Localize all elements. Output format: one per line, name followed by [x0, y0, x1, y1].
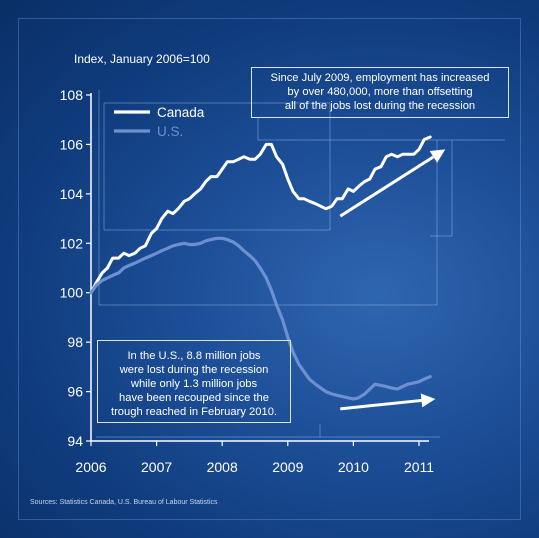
us-annotation-line-1: In the U.S., 8.8 million jobs [127, 350, 261, 362]
series-line-canada [89, 135, 432, 295]
decorative-frame-lines [96, 90, 505, 438]
series-lines [89, 135, 432, 401]
trend-arrows [339, 149, 446, 411]
y-tick-label-94: 94 [67, 433, 83, 449]
tick-labels: 94 96 98 100 102 104 106 108 2006 2007 2008 2009 201… [60, 87, 435, 475]
legend: Canada U.S. [114, 105, 205, 139]
x-tick-label-2010: 2010 [338, 459, 369, 475]
canada-annotation-line-1: Since July 2009, employment has increase… [270, 72, 490, 84]
x-tick-label-2006: 2006 [75, 459, 106, 475]
axes [86, 93, 429, 446]
series-line-us [89, 236, 432, 401]
y-tick-label-106: 106 [60, 136, 84, 152]
canada-annotation: Since July 2009, employment has increase… [251, 67, 509, 118]
us-annotation: In the U.S., 8.8 million jobs were lost … [97, 340, 291, 423]
canada-annotation-line-2: by over 480,000, more than offsetting [287, 86, 473, 98]
us-annotation-line-5: trough reached in February 2010. [110, 406, 278, 418]
us-annotation-line-4: have been recouped since the [119, 392, 269, 404]
us-annotation-line-3: while only 1.3 million jobs [130, 378, 258, 390]
y-tick-label-100: 100 [60, 285, 84, 301]
canada-annotation-line-3: all of the jobs lost during the recessio… [284, 100, 476, 112]
trend-arrow-head-1 [420, 393, 436, 408]
us-annotation-line-2: were lost during the recession [119, 364, 269, 376]
sources-note: Sources: Statistics Canada, U.S. Bureau … [30, 499, 218, 506]
trend-arrow-head-0 [429, 149, 446, 163]
chart-frame-border [18, 18, 521, 520]
legend-label-0: Canada [157, 105, 205, 120]
x-tick-label-2008: 2008 [207, 459, 238, 475]
y-tick-label-98: 98 [67, 334, 83, 350]
y-tick-label-108: 108 [60, 87, 84, 103]
legend-label-1: U.S. [157, 124, 183, 139]
y-axis-title: Index, January 2006=100 [74, 52, 210, 66]
trend-arrow-shaft-1 [340, 398, 422, 411]
x-tick-label-2009: 2009 [272, 459, 303, 475]
y-tick-label-96: 96 [67, 384, 83, 400]
x-tick-label-2011: 2011 [404, 459, 434, 475]
trend-arrow-shaft-0 [339, 155, 435, 218]
y-tick-label-104: 104 [60, 186, 84, 202]
x-tick-label-2007: 2007 [141, 459, 172, 475]
y-tick-label-102: 102 [60, 235, 84, 251]
